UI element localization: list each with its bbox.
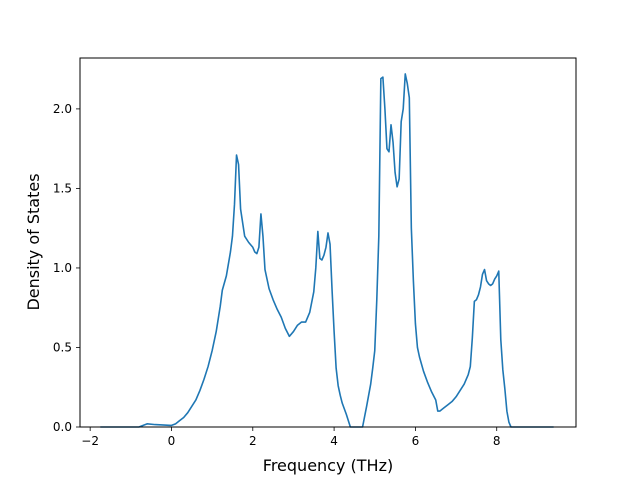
plot-frame	[79, 57, 577, 428]
y-tick-label: 0.5	[53, 340, 72, 354]
x-axis-ticks: −2 0 2 4 6 8	[81, 427, 501, 448]
y-axis-ticks: 0.0 0.5 1.0 1.5 2.0	[53, 102, 80, 434]
x-tick-label: 0	[168, 434, 176, 448]
x-axis-label: Frequency (THz)	[263, 456, 393, 475]
x-tick-label: 8	[493, 434, 501, 448]
x-tick-label: 4	[330, 434, 338, 448]
plot-area	[100, 73, 554, 428]
dos-series-line-0	[100, 73, 554, 428]
y-axis-label: Density of States	[24, 173, 43, 310]
x-tick-label: −2	[81, 434, 99, 448]
y-tick-label: 1.0	[53, 261, 72, 275]
y-tick-label: 0.0	[53, 420, 72, 434]
x-tick-label: 2	[249, 434, 257, 448]
y-tick-label: 1.5	[53, 181, 72, 195]
x-tick-label: 6	[412, 434, 420, 448]
y-tick-label: 2.0	[53, 102, 72, 116]
